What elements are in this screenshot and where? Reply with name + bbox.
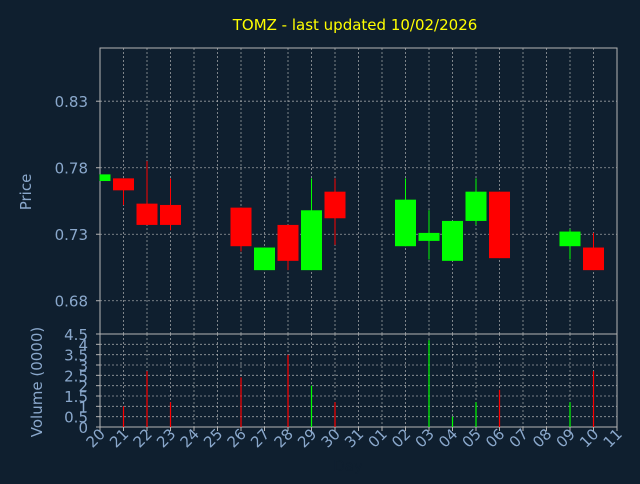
x-tick-label: 27: [247, 425, 273, 451]
chart-title: TOMZ - last updated 10/02/2026: [232, 16, 478, 34]
x-tick-label: 29: [294, 425, 320, 451]
x-tick-label: 30: [318, 425, 344, 451]
x-tick-label: 05: [459, 425, 485, 451]
x-tick-label: 01: [365, 425, 391, 451]
volume-tick-label: 3.5: [64, 347, 88, 365]
volume-panel: 00.511.522.533.544.520212223242526272829…: [64, 326, 626, 451]
candle-body: [418, 232, 440, 241]
price-tick-label: 0.78: [55, 160, 88, 178]
candle-body: [100, 174, 111, 182]
x-axis-label: Day: [333, 457, 363, 475]
candle-body: [559, 231, 581, 247]
volume-tick-label: 0.5: [64, 409, 88, 427]
volume-tick-label: 2.5: [64, 367, 88, 385]
volume-tick-label: 1.5: [64, 388, 88, 406]
candle-body: [489, 191, 510, 259]
price-axis-label: Price: [17, 174, 35, 211]
x-tick-label: 09: [553, 425, 579, 451]
volume-tick-label: 3: [78, 357, 88, 375]
x-tick-label: 24: [177, 425, 203, 451]
candle-body: [113, 178, 134, 191]
volume-tick-label: 1: [78, 398, 88, 416]
x-tick-label: 22: [130, 425, 156, 451]
candle-body: [136, 203, 158, 225]
x-tick-label: 04: [435, 425, 461, 451]
candle-body: [442, 220, 463, 261]
price-tick-label: 0.73: [55, 226, 88, 244]
x-tick-label: 28: [271, 425, 297, 451]
x-tick-label: 25: [200, 425, 226, 451]
volume-tick-label: 2: [78, 378, 88, 396]
x-tick-label: 08: [529, 425, 555, 451]
x-tick-label: 06: [482, 425, 508, 451]
x-tick-label: 03: [412, 425, 438, 451]
volume-tick-label: 4.5: [64, 326, 88, 344]
candle-body: [301, 210, 322, 271]
x-tick-label: 07: [506, 425, 532, 451]
x-tick-label: 26: [224, 425, 250, 451]
x-tick-label: 02: [388, 425, 414, 451]
price-tick-label: 0.68: [55, 293, 88, 311]
x-tick-label: 11: [600, 425, 626, 451]
price-panel: 0.68 0.73 0.78 0.83: [55, 47, 618, 335]
candle-body: [230, 207, 252, 247]
volume-tick-label: 4: [78, 336, 88, 354]
volume-axis-label: Volume (0000): [28, 327, 46, 437]
price-tick-label: 0.83: [55, 93, 88, 111]
price-plot-frame: [99, 47, 618, 335]
x-tick-label: 10: [576, 425, 602, 451]
candle-body: [324, 191, 346, 219]
volume-tick-label: 0: [78, 419, 88, 437]
candle-body: [583, 247, 604, 271]
x-tick-label: 21: [106, 425, 132, 451]
x-tick-label: 31: [341, 425, 367, 451]
candle-body: [277, 224, 299, 261]
candle-body: [254, 247, 275, 271]
candle-body: [465, 191, 487, 221]
x-tick-label: 23: [153, 425, 179, 451]
candle-body: [395, 199, 416, 247]
candle-body: [160, 204, 181, 225]
